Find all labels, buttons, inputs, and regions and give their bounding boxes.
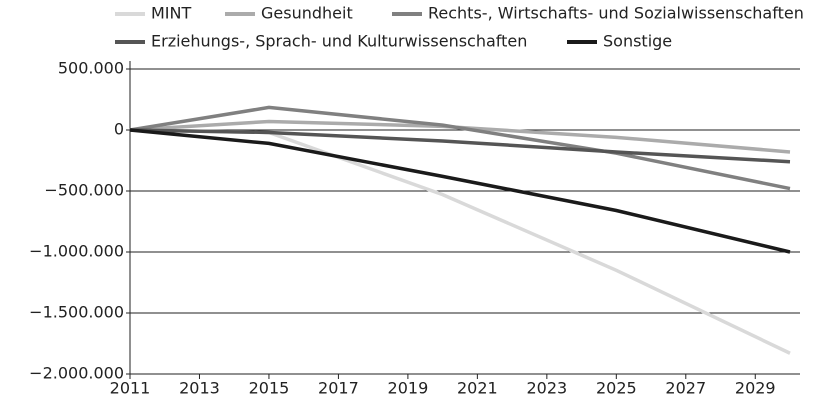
x-tick-label: 2015 bbox=[249, 379, 290, 398]
x-tick-label: 2025 bbox=[596, 379, 637, 398]
legend-label: MINT bbox=[151, 4, 191, 23]
legend-label: Sonstige bbox=[603, 32, 672, 51]
x-tick-label: 2027 bbox=[665, 379, 706, 398]
x-tick-label: 2019 bbox=[388, 379, 429, 398]
y-tick-label: −1.000.000 bbox=[29, 242, 124, 261]
series-line bbox=[129, 119, 791, 154]
series-line bbox=[129, 128, 791, 164]
y-tick-label: −1.500.000 bbox=[29, 303, 124, 322]
x-tick-label: 2013 bbox=[179, 379, 220, 398]
x-tick-label: 2017 bbox=[318, 379, 359, 398]
x-tick-label: 2029 bbox=[735, 379, 776, 398]
x-tick-label: 2021 bbox=[457, 379, 498, 398]
series-line bbox=[129, 128, 791, 254]
x-tick-label: 2011 bbox=[110, 379, 151, 398]
y-tick-label: −2.000.000 bbox=[29, 364, 124, 383]
series-line bbox=[129, 105, 791, 191]
x-tick-label: 2023 bbox=[526, 379, 567, 398]
y-tick-label: −500.000 bbox=[44, 181, 124, 200]
series-line bbox=[129, 128, 791, 355]
legend-label: Rechts-, Wirtschafts- und Sozialwissensc… bbox=[428, 4, 804, 23]
legend-label: Gesundheit bbox=[261, 4, 353, 23]
legend-label: Erziehungs-, Sprach- und Kulturwissensch… bbox=[151, 32, 527, 51]
y-tick-label: 0 bbox=[114, 120, 124, 139]
y-tick-label: 500.000 bbox=[58, 59, 124, 78]
